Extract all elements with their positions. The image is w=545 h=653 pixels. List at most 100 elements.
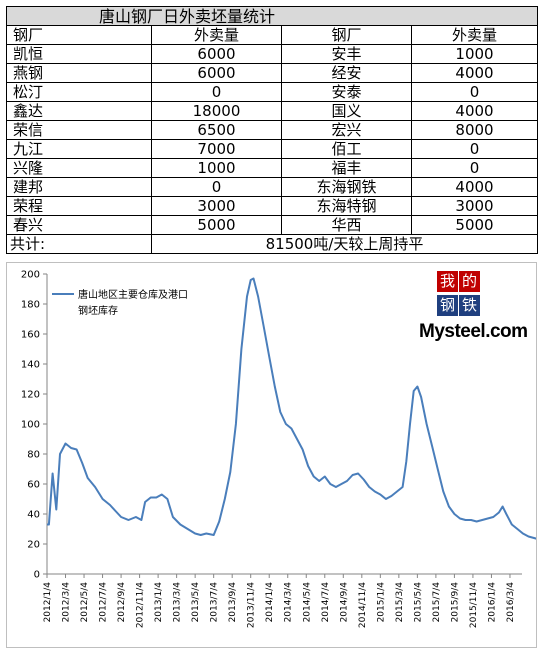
total-value: 81500吨/天较上周持平	[150, 234, 539, 254]
header-volume-1: 外卖量	[151, 25, 282, 45]
y-tick-label: 80	[27, 450, 40, 461]
volume-cell: 8000	[410, 120, 539, 140]
volume-cell: 5000	[410, 215, 539, 235]
table-title: 唐山钢厂日外卖坯量统计	[5, 6, 539, 26]
logo-char-tie: 铁	[459, 295, 480, 316]
x-tick-label: 2013/11/4	[247, 582, 257, 628]
mill-name-cell: 东海钢铁	[281, 177, 412, 197]
volume-cell: 4000	[410, 177, 539, 197]
mill-name-cell: 安丰	[281, 44, 412, 64]
volume-cell: 6000	[151, 63, 282, 83]
mill-name-cell: 东海特钢	[281, 196, 412, 216]
mill-name-cell: 经安	[281, 63, 412, 83]
logo-char-de: 的	[459, 271, 480, 292]
x-tick-label: 2014/9/4	[339, 582, 349, 623]
mysteel-logo: 我 的 钢 铁 Mysteel.com	[419, 271, 529, 349]
mill-name-cell: 荣程	[6, 196, 152, 216]
chart-panel: 0 20 40 60 80 100 120 140 160 180 200 2012/1/4 2012…	[6, 262, 537, 648]
mill-name-cell: 国义	[281, 101, 412, 121]
mill-name-cell: 春兴	[6, 215, 152, 235]
x-tick-label: 2015/7/4	[432, 582, 442, 623]
mill-name-cell: 燕钢	[6, 63, 152, 83]
y-tick-label: 140	[21, 360, 40, 371]
x-tick-label: 2013/1/4	[154, 582, 164, 623]
mill-name-cell: 佰工	[281, 139, 412, 159]
x-tick-label: 2013/3/4	[173, 582, 183, 623]
volume-cell: 6500	[151, 120, 282, 140]
table-total-row: 共计: 81500吨/天较上周持平	[6, 234, 539, 254]
table-row: 鑫达 18000 国义 4000	[6, 101, 539, 121]
header-volume-2: 外卖量	[410, 25, 539, 45]
volume-cell: 4000	[410, 63, 539, 83]
mill-name-cell: 荣信	[6, 120, 152, 140]
x-tick-label: 2012/1/4	[43, 582, 53, 623]
mill-name-cell: 宏兴	[281, 120, 412, 140]
y-tick-label: 160	[21, 330, 40, 341]
volume-cell: 18000	[151, 101, 282, 121]
y-tick-label: 120	[21, 390, 40, 401]
volume-cell: 5000	[151, 215, 282, 235]
x-tick-label: 2014/1/4	[265, 582, 275, 623]
series-line	[47, 277, 536, 540]
volume-cell: 0	[410, 158, 539, 178]
stats-table-container: 唐山钢厂日外卖坯量统计 钢厂 外卖量 钢厂 外卖量 凯恒 6000 安丰 1000 燕钢…	[5, 6, 539, 254]
x-tick-label: 2015/3/4	[395, 582, 405, 623]
x-tick-label: 2014/11/4	[358, 582, 368, 628]
table-row: 松汀 0 安泰 0	[6, 82, 539, 102]
volume-cell: 0	[151, 177, 282, 197]
y-tick-label: 200	[21, 270, 40, 281]
volume-cell: 3000	[151, 196, 282, 216]
mill-name-cell: 九江	[6, 139, 152, 159]
stats-table: 唐山钢厂日外卖坯量统计 钢厂 外卖量 钢厂 外卖量 凯恒 6000 安丰 1000 燕钢…	[5, 6, 539, 254]
mill-name-cell: 兴隆	[6, 158, 152, 178]
x-tick-label: 2015/9/4	[450, 582, 460, 623]
mill-name-cell: 建邦	[6, 177, 152, 197]
table-row: 九江 7000 佰工 0	[6, 139, 539, 159]
table-row: 凯恒 6000 安丰 1000	[6, 44, 539, 64]
mill-name-cell: 凯恒	[6, 44, 152, 64]
x-tick-label: 2013/5/4	[191, 582, 201, 623]
logo-char-wo: 我	[437, 271, 458, 292]
x-tick-label: 2012/11/4	[136, 582, 146, 628]
legend-label-line-2: 钢坯库存	[78, 304, 118, 317]
header-mill-2: 钢厂	[281, 25, 412, 45]
y-tick-label: 20	[27, 540, 40, 551]
header-mill-1: 钢厂	[6, 25, 152, 45]
volume-cell: 0	[151, 82, 282, 102]
volume-cell: 1000	[410, 44, 539, 64]
x-tick-label: 2016/3/4	[506, 582, 516, 623]
x-tick-label: 2012/7/4	[99, 582, 109, 623]
y-tick-label: 100	[21, 420, 40, 431]
x-tick-label: 2015/5/4	[413, 582, 423, 623]
table-row: 春兴 5000 华西 5000	[6, 215, 539, 235]
mill-name-cell: 华西	[281, 215, 412, 235]
x-tick-label: 2012/3/4	[62, 582, 72, 623]
x-tick-label: 2014/5/4	[302, 582, 312, 623]
y-tick-label: 60	[27, 480, 40, 491]
volume-cell: 0	[410, 139, 539, 159]
logo-wordmark: Mysteel.com	[419, 321, 528, 342]
mill-name-cell: 福丰	[281, 158, 412, 178]
x-tick-label: 2015/11/4	[469, 582, 479, 628]
x-tick-label: 2013/9/4	[228, 582, 238, 623]
x-tick-label: 2014/3/4	[284, 582, 294, 623]
table-row: 荣程 3000 东海特钢 3000	[6, 196, 539, 216]
x-tick-label: 2012/9/4	[117, 582, 127, 623]
x-tick-label: 2013/7/4	[210, 582, 220, 623]
legend-label-line-1: 唐山地区主要仓库及港口	[78, 288, 188, 301]
volume-cell: 0	[410, 82, 539, 102]
table-header-row: 钢厂 外卖量 钢厂 外卖量	[6, 25, 539, 45]
table-row: 荣信 6500 宏兴 8000	[6, 120, 539, 140]
volume-cell: 1000	[151, 158, 282, 178]
volume-cell: 6000	[151, 44, 282, 64]
mill-name-cell: 松汀	[6, 82, 152, 102]
table-row: 建邦 0 东海钢铁 4000	[6, 177, 539, 197]
inventory-line-chart: 0 20 40 60 80 100 120 140 160 180 200 2012/1/4 2012…	[21, 270, 536, 628]
x-tick-label: 2014/7/4	[321, 582, 331, 623]
mill-name-cell: 安泰	[281, 82, 412, 102]
table-row: 兴隆 1000 福丰 0	[6, 158, 539, 178]
y-tick-label: 0	[34, 570, 40, 581]
mill-name-cell: 鑫达	[6, 101, 152, 121]
logo-char-gang: 钢	[437, 295, 458, 316]
y-tick-label: 40	[27, 510, 40, 521]
